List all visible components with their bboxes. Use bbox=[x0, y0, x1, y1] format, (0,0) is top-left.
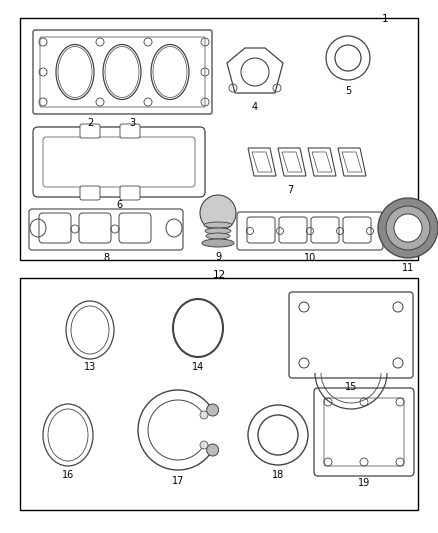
Text: 15: 15 bbox=[345, 382, 357, 392]
FancyBboxPatch shape bbox=[120, 124, 140, 138]
Text: 11: 11 bbox=[402, 263, 414, 273]
Ellipse shape bbox=[206, 233, 230, 239]
Text: 14: 14 bbox=[192, 362, 204, 372]
Text: 8: 8 bbox=[103, 253, 109, 263]
Text: 4: 4 bbox=[252, 102, 258, 112]
Circle shape bbox=[335, 45, 361, 71]
Ellipse shape bbox=[205, 228, 231, 234]
Text: 9: 9 bbox=[215, 252, 221, 262]
Text: 7: 7 bbox=[287, 185, 293, 195]
Circle shape bbox=[207, 404, 219, 416]
Text: 17: 17 bbox=[172, 476, 184, 486]
Circle shape bbox=[200, 411, 208, 419]
Circle shape bbox=[258, 415, 298, 455]
FancyBboxPatch shape bbox=[80, 124, 100, 138]
Ellipse shape bbox=[202, 239, 234, 247]
Text: 18: 18 bbox=[272, 470, 284, 480]
Text: 10: 10 bbox=[304, 253, 316, 263]
Circle shape bbox=[200, 195, 236, 231]
Circle shape bbox=[207, 444, 219, 456]
Text: 13: 13 bbox=[84, 362, 96, 372]
Bar bbox=[20, 278, 418, 510]
Bar bbox=[20, 18, 418, 260]
Circle shape bbox=[200, 441, 208, 449]
Text: 16: 16 bbox=[62, 470, 74, 480]
Circle shape bbox=[378, 198, 438, 258]
Text: 12: 12 bbox=[212, 270, 226, 280]
Text: 19: 19 bbox=[358, 478, 370, 488]
Circle shape bbox=[386, 206, 430, 250]
Text: 5: 5 bbox=[345, 86, 351, 96]
Text: 1: 1 bbox=[381, 14, 389, 24]
Text: 6: 6 bbox=[116, 200, 122, 210]
FancyBboxPatch shape bbox=[80, 186, 100, 200]
Text: 3: 3 bbox=[129, 118, 135, 128]
Text: 2: 2 bbox=[87, 118, 93, 128]
FancyBboxPatch shape bbox=[120, 186, 140, 200]
Ellipse shape bbox=[204, 222, 232, 228]
Circle shape bbox=[394, 214, 422, 242]
